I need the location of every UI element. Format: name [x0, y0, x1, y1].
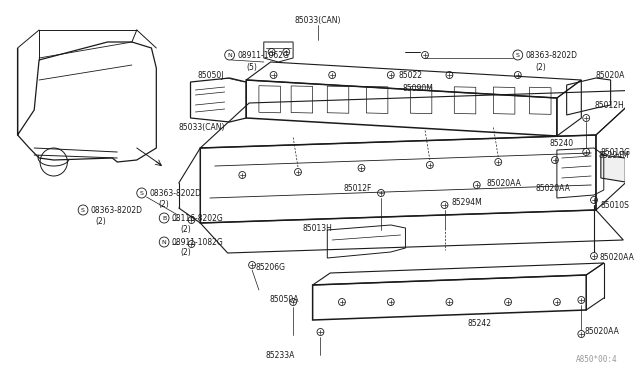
Text: S: S: [81, 208, 85, 212]
Text: 85240: 85240: [549, 138, 573, 148]
Text: 85050J: 85050J: [197, 71, 224, 80]
Text: (2): (2): [536, 62, 546, 71]
Text: 85294M: 85294M: [599, 151, 630, 160]
Text: 85022: 85022: [399, 71, 422, 80]
Text: 85033(CAN): 85033(CAN): [294, 16, 340, 25]
Text: 85010S: 85010S: [601, 201, 630, 209]
Text: 85090M: 85090M: [403, 83, 433, 93]
Text: 08116-8202G: 08116-8202G: [172, 214, 224, 222]
Text: 85242: 85242: [467, 318, 491, 327]
Text: 85012F: 85012F: [344, 183, 372, 192]
Text: (2): (2): [180, 248, 191, 257]
Text: 85050A: 85050A: [269, 295, 299, 305]
Text: 85294M: 85294M: [451, 198, 482, 206]
Text: 85020AA: 85020AA: [584, 327, 619, 337]
Text: 85012H: 85012H: [594, 100, 624, 109]
Text: 85233A: 85233A: [266, 350, 295, 359]
Text: 85033(CAN): 85033(CAN): [179, 122, 225, 131]
Text: 08363-8202D: 08363-8202D: [91, 205, 143, 215]
Text: 08911-1082G: 08911-1082G: [172, 237, 224, 247]
Text: A850*00:4: A850*00:4: [576, 355, 618, 364]
Text: S: S: [140, 190, 143, 196]
Text: 08363-8202D: 08363-8202D: [525, 51, 578, 60]
Text: 85020AA: 85020AA: [486, 179, 522, 187]
Polygon shape: [601, 155, 625, 182]
Text: B: B: [162, 215, 166, 221]
Text: 85206G: 85206G: [256, 263, 286, 272]
Text: 85013G: 85013G: [601, 148, 631, 157]
Text: S: S: [516, 52, 520, 58]
Text: (2): (2): [96, 217, 106, 225]
Text: (5): (5): [246, 62, 257, 71]
Text: N: N: [227, 52, 232, 58]
Text: 85020AA: 85020AA: [600, 253, 635, 263]
Text: (2): (2): [158, 199, 169, 208]
Text: 08363-8202D: 08363-8202D: [150, 189, 202, 198]
Text: 85013H: 85013H: [303, 224, 333, 232]
Text: 85020A: 85020A: [596, 71, 625, 80]
Text: 85020AA: 85020AA: [536, 183, 570, 192]
Text: (2): (2): [180, 224, 191, 234]
Text: N: N: [162, 240, 166, 244]
Text: 08911-1062G: 08911-1062G: [237, 51, 289, 60]
